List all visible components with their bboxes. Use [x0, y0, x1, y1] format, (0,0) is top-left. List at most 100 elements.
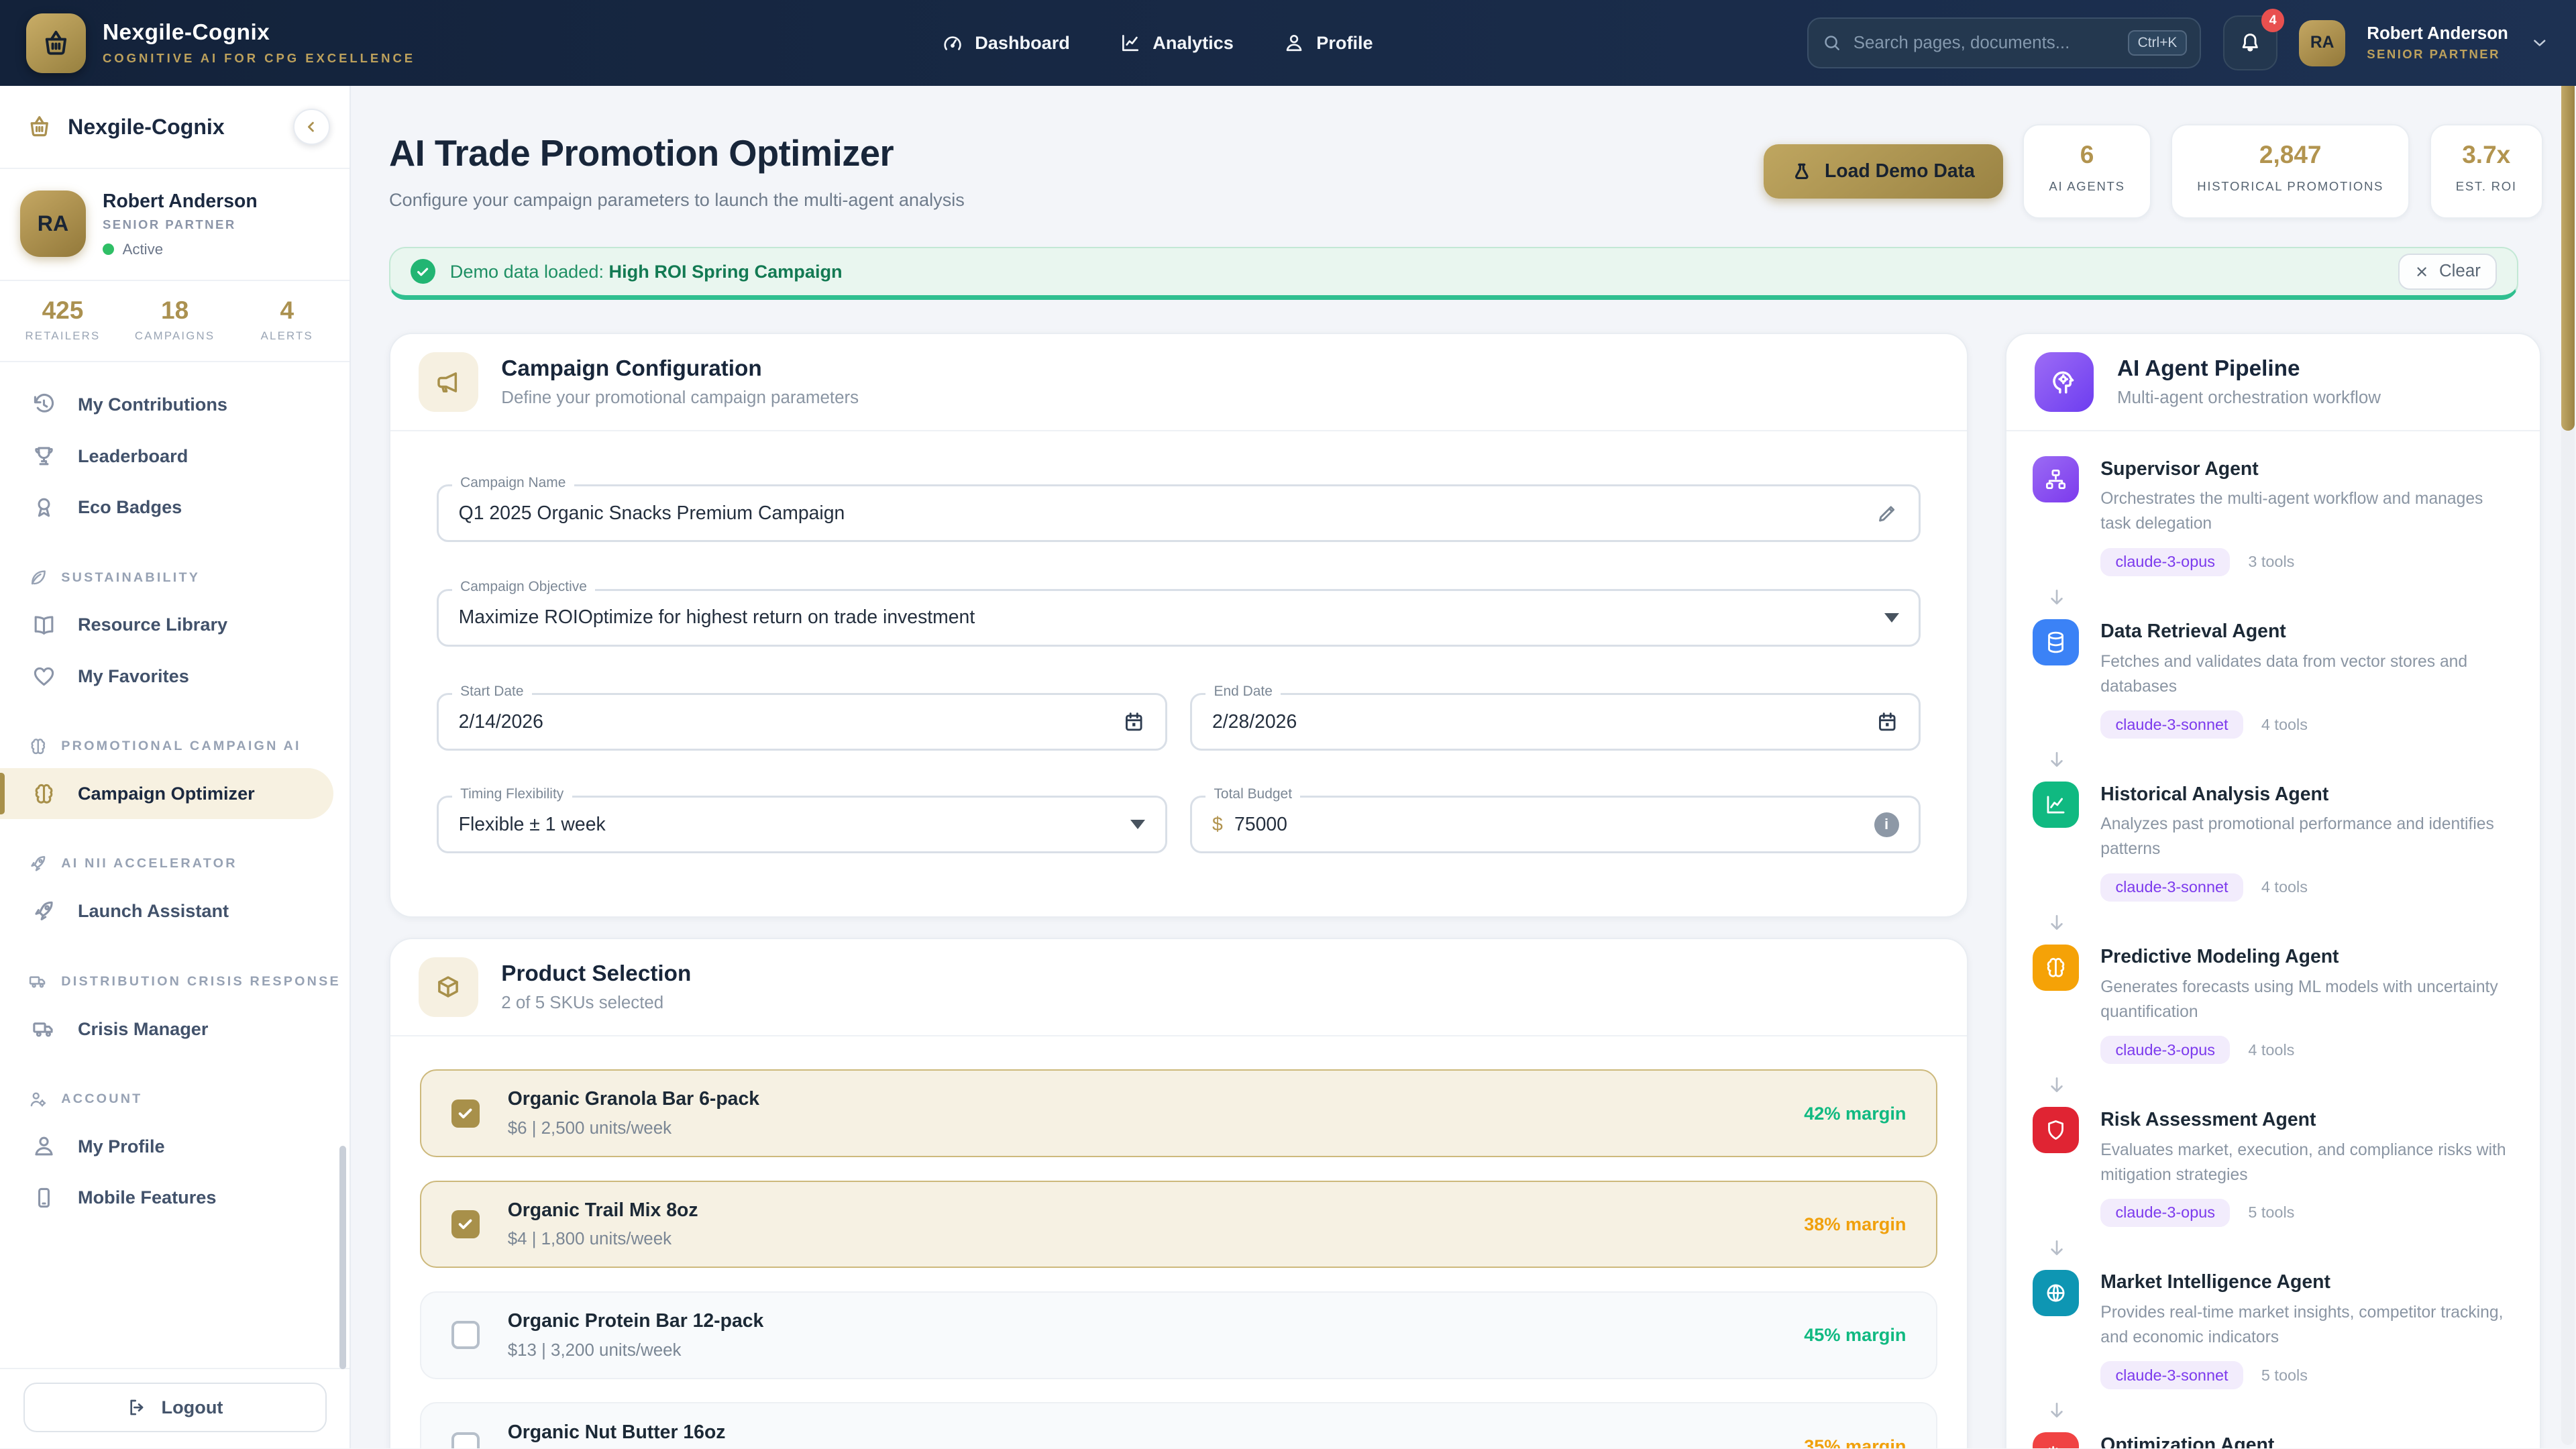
- sidebar-stats: 425 RETAILERS 18 CAMPAIGNS 4 ALERTS: [0, 281, 350, 363]
- load-demo-data-button[interactable]: Load Demo Data: [1763, 144, 2003, 199]
- section-label: AI NII ACCELERATOR: [61, 856, 237, 871]
- total-budget-field: Total Budget $ i: [1190, 786, 1921, 854]
- status-dot: [102, 243, 115, 256]
- user-menu[interactable]: Robert Anderson SENIOR PARTNER: [2367, 24, 2508, 62]
- calendar-icon[interactable]: [1876, 710, 1899, 734]
- field-label: Timing Flexibility: [451, 786, 572, 802]
- phone-icon: [38, 1187, 50, 1208]
- agent-name: Market Intelligence Agent: [2100, 1271, 2330, 1293]
- page-subtitle: Configure your campaign parameters to la…: [388, 189, 965, 210]
- sidebar-item-my-contributions[interactable]: My Contributions: [0, 379, 350, 431]
- notification-badge: 4: [2261, 9, 2285, 32]
- bell-icon: [2242, 34, 2258, 52]
- sidebar-scrollbar[interactable]: [339, 1145, 347, 1369]
- success-banner: Demo data loaded: High ROI Spring Campai…: [388, 246, 2518, 300]
- flow-arrow-icon: [2033, 1389, 2514, 1432]
- nav-profile[interactable]: Profile: [1283, 32, 1373, 54]
- truck-icon: [29, 976, 46, 988]
- sidebar-item-my-favorites[interactable]: My Favorites: [0, 651, 350, 702]
- product-details: $6 | 2,500 units/week: [507, 1118, 672, 1138]
- model-badge: claude-3-opus: [2100, 1036, 2231, 1065]
- campaign-name-input[interactable]: [458, 502, 1876, 525]
- globe-icon: [2033, 1269, 2080, 1316]
- database-icon: [2033, 619, 2080, 665]
- calendar-icon[interactable]: [1122, 710, 1146, 734]
- agent-description: Analyzes past promotional performance an…: [2100, 815, 2494, 859]
- timing-flexibility-select[interactable]: Timing Flexibility Flexible ± 1 week: [437, 786, 1167, 854]
- card-subtitle: 2 of 5 SKUs selected: [501, 993, 664, 1012]
- end-date-input[interactable]: [1212, 710, 1876, 733]
- total-budget-input[interactable]: [1234, 813, 1874, 836]
- sidebar-item-campaign-optimizer[interactable]: Campaign Optimizer: [0, 767, 333, 820]
- checkbox-unchecked-icon[interactable]: [451, 1321, 480, 1350]
- clear-banner-button[interactable]: Clear: [2398, 253, 2498, 290]
- sidebar-item-label: Crisis Manager: [77, 1018, 209, 1039]
- status-text: Active: [122, 240, 164, 258]
- sidebar-item-label: Launch Assistant: [77, 900, 229, 922]
- notifications-button[interactable]: 4: [2222, 9, 2285, 70]
- flow-arrow-icon: [2033, 1227, 2514, 1270]
- agent-description: Generates forecasts using ML models with…: [2100, 978, 2498, 1021]
- nav-analytics[interactable]: Analytics: [1120, 32, 1234, 54]
- checkbox-unchecked-icon[interactable]: [451, 1432, 480, 1449]
- sidebar-item-launch-assistant[interactable]: Launch Assistant: [0, 885, 350, 937]
- sidebar-item-label: My Favorites: [77, 665, 189, 686]
- stat-label: HISTORICAL PROMOTIONS: [2197, 179, 2384, 194]
- user-icon: [35, 1136, 53, 1156]
- checkbox-checked-icon[interactable]: [451, 1210, 480, 1238]
- agent-description: Fetches and validates data from vector s…: [2100, 652, 2468, 696]
- brand-subtitle: COGNITIVE AI FOR CPG EXCELLENCE: [103, 50, 416, 65]
- campaign-name-field: Campaign Name: [437, 474, 1921, 543]
- card-subtitle: Define your promotional campaign paramet…: [501, 388, 859, 407]
- search-box[interactable]: Ctrl+K: [1807, 17, 2202, 69]
- chevron-down-icon[interactable]: [2530, 33, 2550, 53]
- start-date-input[interactable]: [458, 710, 1122, 733]
- agent-market-intelligence: Market Intelligence Agent Provides real-…: [2033, 1269, 2514, 1390]
- agent-historical-analysis: Historical Analysis Agent Analyzes past …: [2033, 782, 2514, 902]
- sidebar-item-my-profile[interactable]: My Profile: [0, 1120, 350, 1172]
- campaign-objective-select[interactable]: Campaign Objective Maximize ROIOptimize …: [437, 579, 1921, 647]
- sidebar-item-resource-library[interactable]: Resource Library: [0, 599, 350, 651]
- product-row-organic-protein-bar[interactable]: Organic Protein Bar 12-pack $13 | 3,200 …: [420, 1291, 1937, 1379]
- header-right: Ctrl+K 4 RA Robert Anderson SENIOR PARTN…: [1807, 9, 2550, 70]
- sidebar-item-mobile-features[interactable]: Mobile Features: [0, 1172, 350, 1224]
- product-selection-card: Product Selection 2 of 5 SKUs selected O…: [388, 937, 1969, 1449]
- sidebar-collapse-button[interactable]: [293, 108, 330, 146]
- card-subtitle: Multi-agent orchestration workflow: [2116, 388, 2381, 407]
- info-icon[interactable]: i: [1874, 812, 1899, 837]
- stat-card-historical-promotions: 2,847 HISTORICAL PROMOTIONS: [2171, 124, 2410, 219]
- sidebar-item-label: Resource Library: [77, 614, 228, 635]
- model-badge: claude-3-sonnet: [2100, 710, 2243, 739]
- stat-label: AI AGENTS: [2049, 179, 2125, 194]
- sidebar-item-leaderboard[interactable]: Leaderboard: [0, 431, 350, 482]
- checkbox-checked-icon[interactable]: [451, 1099, 480, 1128]
- nav-dashboard[interactable]: Dashboard: [942, 32, 1070, 54]
- search-input[interactable]: [1853, 33, 2116, 53]
- heart-icon: [34, 667, 54, 686]
- product-row-organic-trail-mix[interactable]: Organic Trail Mix 8oz $4 | 1,800 units/w…: [420, 1180, 1937, 1269]
- book-icon: [34, 616, 54, 635]
- leaf-icon: [31, 570, 46, 585]
- top-nav: Dashboard Analytics Profile: [942, 32, 1373, 54]
- field-label: Campaign Name: [451, 474, 574, 491]
- sidebar-item-eco-badges[interactable]: Eco Badges: [0, 482, 350, 533]
- truck-icon: [33, 1022, 53, 1037]
- avatar[interactable]: RA: [2299, 19, 2346, 66]
- logout-button[interactable]: Logout: [23, 1382, 327, 1432]
- page-scrollbar-thumb[interactable]: [2561, 13, 2575, 431]
- sidebar-item-crisis-manager[interactable]: Crisis Manager: [0, 1003, 350, 1055]
- product-row-organic-granola-bar[interactable]: Organic Granola Bar 6-pack $6 | 2,500 un…: [420, 1069, 1937, 1158]
- product-margin: 42% margin: [1804, 1102, 1907, 1124]
- sidebar: Nexgile-Cognix RA Robert Anderson SENIOR…: [0, 86, 352, 1449]
- product-row-organic-nut-butter[interactable]: Organic Nut Butter 16oz $9 | 1,200 units…: [420, 1402, 1937, 1449]
- user-name: Robert Anderson: [2367, 24, 2508, 44]
- top-header: Nexgile-Cognix COGNITIVE AI FOR CPG EXCE…: [0, 0, 2576, 87]
- product-name: Organic Nut Butter 16oz: [507, 1421, 726, 1443]
- pencil-icon[interactable]: [1876, 502, 1899, 525]
- selected-option: Maximize ROIOptimize for highest return …: [458, 606, 975, 629]
- tools-count: 5 tools: [2248, 1203, 2295, 1222]
- flow-arrow-icon: [2033, 902, 2514, 945]
- agent-description: Provides real-time market insights, comp…: [2100, 1303, 2504, 1347]
- caret-down-icon: [1884, 612, 1899, 623]
- agent-supervisor: Supervisor Agent Orchestrates the multi-…: [2033, 456, 2514, 576]
